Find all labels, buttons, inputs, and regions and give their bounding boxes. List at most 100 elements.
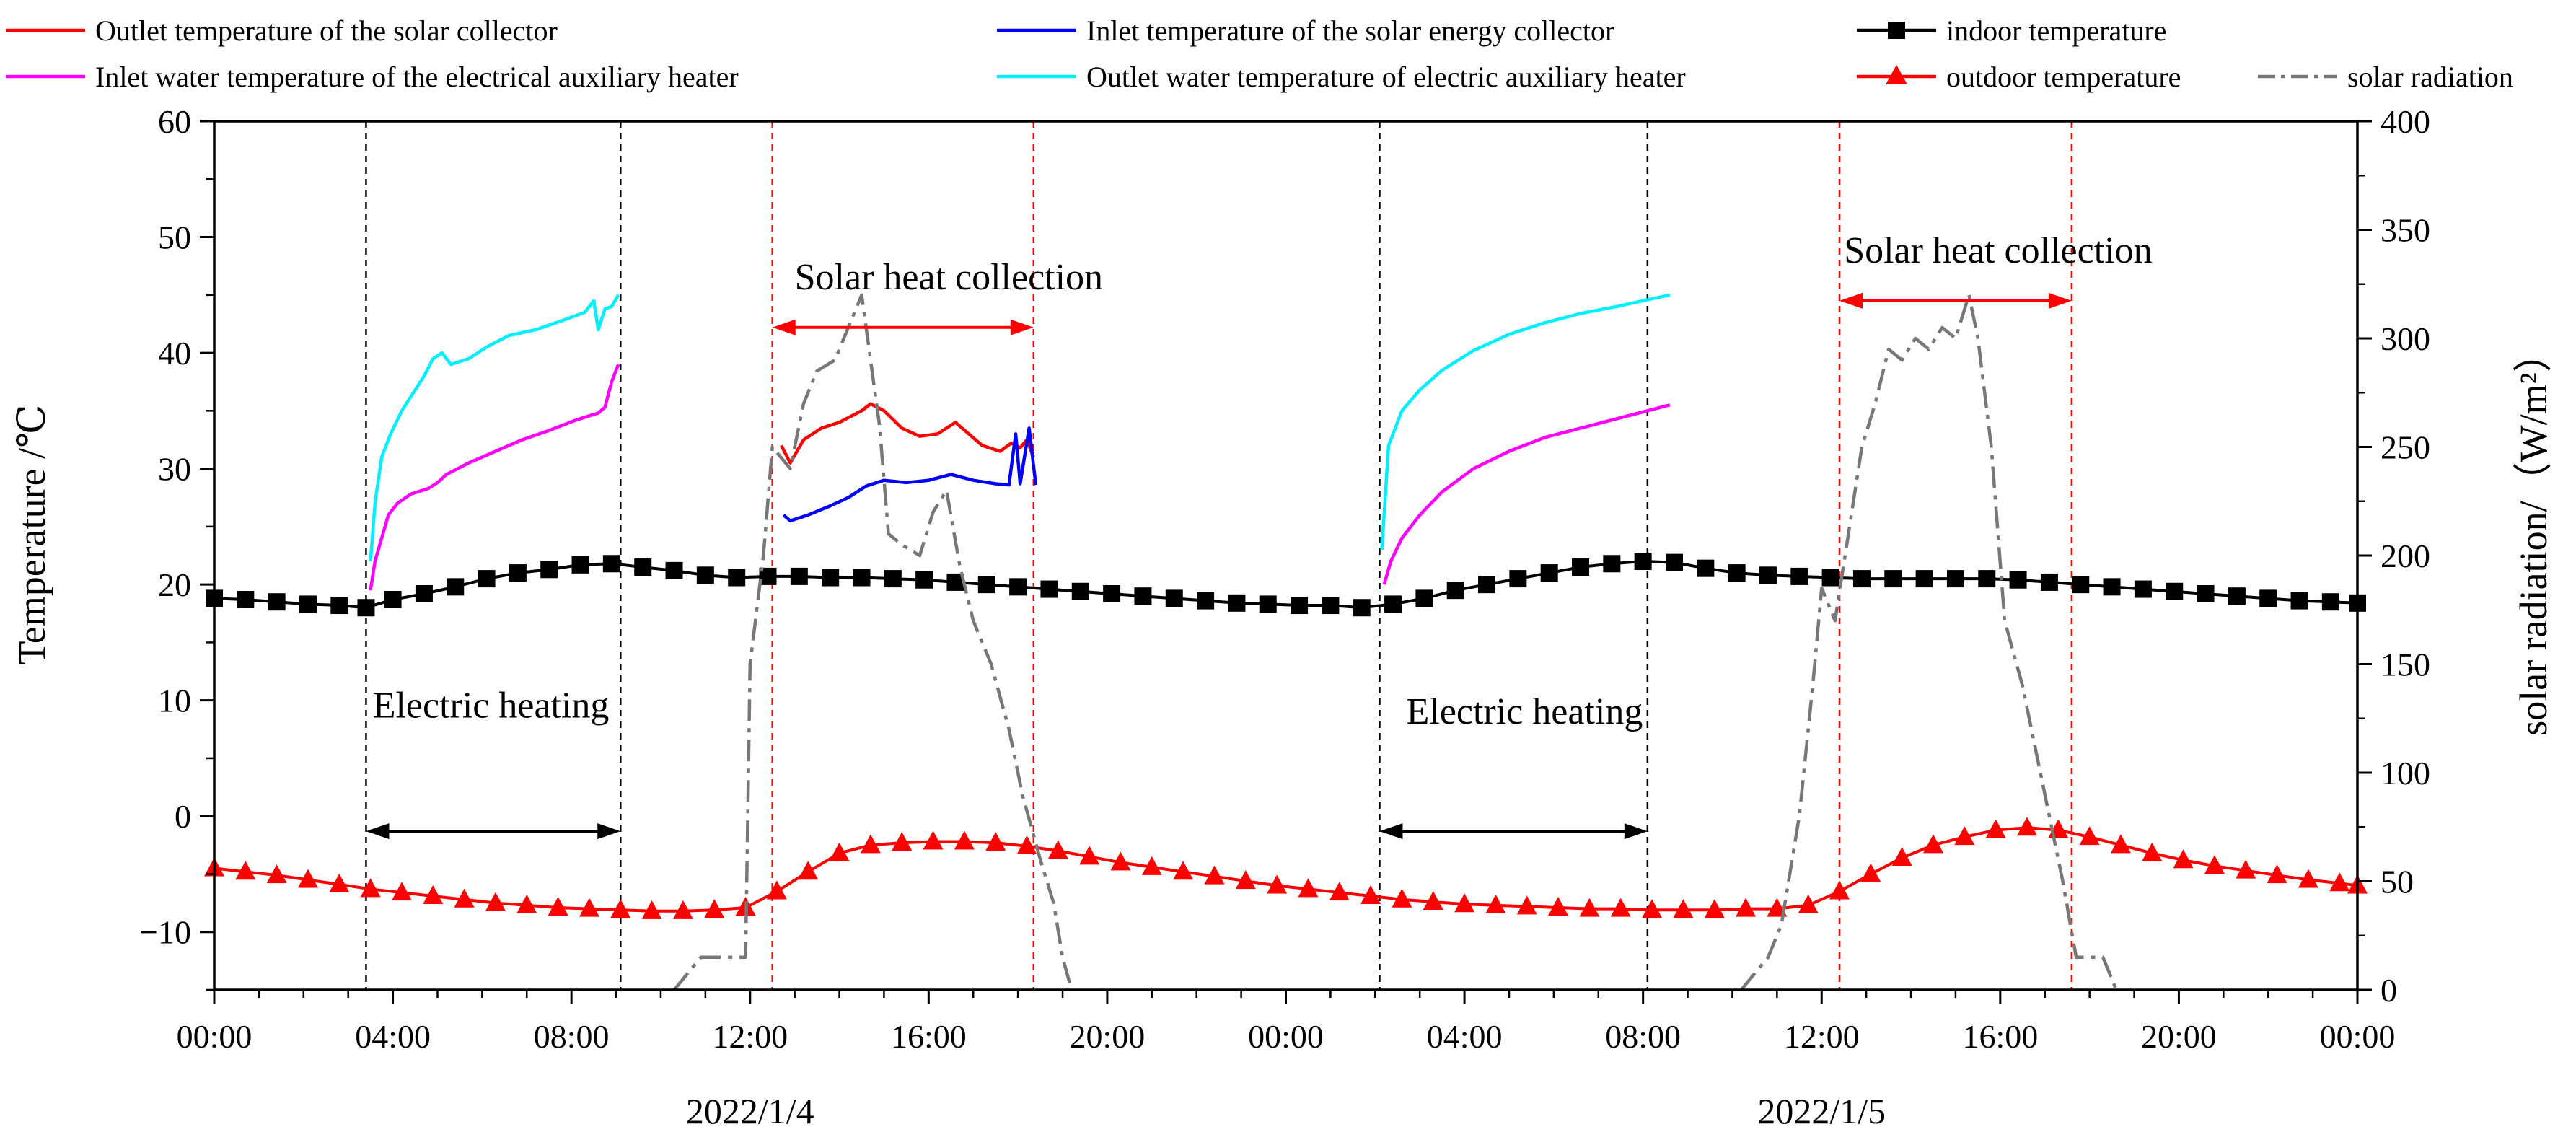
legend-marker-triangle — [1886, 65, 1907, 84]
x-tick-label-1: 00:00 — [177, 1018, 252, 1055]
indoor-marker-60 — [2040, 573, 2058, 591]
indoor-marker-5 — [330, 597, 348, 615]
indoor-marker-9 — [447, 578, 465, 596]
series-1-line — [780, 402, 1035, 465]
indoor-marker-62 — [2103, 578, 2121, 596]
indoor-marker-6 — [357, 599, 375, 617]
outdoor-marker-9 — [454, 888, 475, 908]
outdoor-marker-38 — [1360, 885, 1381, 904]
indoor-marker-28 — [1040, 580, 1058, 598]
x-tick-label-10: 12:00 — [1784, 1018, 1860, 1055]
legend-label: Outlet temperature of the solar collecto… — [95, 14, 558, 47]
y-left-tick-label-8: 60 — [158, 103, 191, 140]
indoor-marker-11 — [509, 564, 527, 582]
outdoor-marker-21 — [829, 842, 850, 861]
x-tick-label-7: 00:00 — [1248, 1018, 1324, 1055]
indoor-marker-67 — [2259, 589, 2277, 607]
outdoor-marker-42 — [1485, 894, 1506, 913]
indoor-marker-48 — [1665, 553, 1683, 571]
legend-label: indoor temperature — [1946, 14, 2166, 47]
outdoor-marker-25 — [954, 830, 975, 850]
outdoor-marker-33 — [1204, 865, 1225, 885]
outdoor-marker-31 — [1141, 856, 1162, 875]
legend-entry-6: outdoor temperature — [1857, 61, 2181, 93]
outdoor-marker-19 — [766, 880, 787, 900]
legend: Outlet temperature of the solar collecto… — [6, 14, 2513, 93]
outdoor-marker-58 — [1985, 819, 2006, 838]
outdoor-marker-3 — [266, 864, 287, 884]
outdoor-marker-5 — [329, 873, 350, 892]
indoor-marker-3 — [268, 593, 286, 611]
annotation-arrow-right-head — [1624, 823, 1648, 840]
series-1 — [780, 402, 1035, 465]
indoor-marker-26 — [977, 576, 995, 594]
indoor-marker-56 — [1915, 570, 1933, 588]
annotation-arrow-right-head — [1010, 319, 1034, 335]
annotation-text: Electric heating — [373, 685, 610, 727]
indoor-marker-27 — [1009, 578, 1027, 596]
outdoor-marker-45 — [1579, 898, 1600, 917]
indoor-marker-12 — [540, 561, 558, 579]
indoor-marker-38 — [1353, 599, 1371, 617]
indoor-marker-18 — [728, 569, 746, 587]
outdoor-marker-13 — [579, 898, 599, 917]
indoor-marker-51 — [1759, 566, 1777, 584]
x-tick-label-4: 12:00 — [712, 1018, 788, 1055]
outdoor-marker-53 — [1829, 880, 1850, 900]
outdoor-marker-61 — [2079, 826, 2100, 846]
outdoor-marker-48 — [1673, 899, 1694, 918]
outdoor-marker-66 — [2236, 859, 2256, 879]
indoor-marker-53 — [1821, 569, 1839, 587]
x-tick-label-3: 08:00 — [534, 1018, 610, 1055]
outdoor-marker-23 — [892, 832, 913, 851]
indoor-marker-36 — [1291, 597, 1309, 615]
outdoor-marker-8 — [423, 885, 444, 904]
x-tick-label-6: 20:00 — [1070, 1018, 1146, 1055]
indoor-marker-45 — [1572, 558, 1590, 576]
series-5 — [369, 293, 1671, 562]
date-label-1: 2022/1/4 — [686, 1091, 814, 1131]
y-axis-right-title: solar radiation/（W/m²） — [2512, 333, 2555, 736]
outdoor-marker-17 — [704, 899, 725, 918]
indoor-marker-32 — [1165, 589, 1183, 607]
outdoor-marker-16 — [672, 900, 693, 919]
series-6-line — [214, 826, 2358, 913]
legend-entry-1: Outlet temperature of the solar collecto… — [6, 14, 558, 47]
legend-entry-3: indoor temperature — [1857, 14, 2166, 47]
indoor-marker-65 — [2197, 584, 2215, 602]
legend-entry-5: Outlet water temperature of electric aux… — [997, 61, 1686, 93]
date-label-2: 2022/1/5 — [1757, 1091, 1886, 1131]
indoor-marker-23 — [884, 570, 902, 588]
y-left-tick-label-7: 50 — [158, 219, 191, 256]
y-right-tick-label-2: 50 — [2381, 864, 2414, 900]
y-right-tick-label-7: 300 — [2381, 320, 2430, 357]
y-right-tick-label-6: 250 — [2381, 429, 2430, 466]
outdoor-marker-10 — [485, 892, 506, 911]
y-right-tick-label-3: 100 — [2381, 755, 2430, 791]
outdoor-marker-69 — [2329, 872, 2350, 892]
indoor-marker-69 — [2321, 593, 2339, 611]
outdoor-marker-14 — [610, 899, 631, 918]
series-7-line — [672, 293, 1073, 991]
outdoor-marker-62 — [2110, 834, 2131, 854]
outdoor-marker-52 — [1798, 894, 1819, 913]
indoor-marker-55 — [1884, 570, 1902, 588]
outdoor-marker-50 — [1736, 898, 1757, 917]
indoor-marker-29 — [1071, 582, 1089, 600]
series-6 — [204, 817, 2368, 919]
indoor-marker-13 — [571, 556, 589, 574]
indoor-marker-17 — [696, 566, 714, 584]
outdoor-marker-56 — [1922, 834, 1943, 854]
outdoor-marker-43 — [1516, 895, 1537, 915]
series-2-line — [782, 426, 1038, 523]
legend-label: Inlet temperature of the solar energy co… — [1086, 14, 1614, 47]
indoor-marker-43 — [1509, 570, 1527, 588]
outdoor-marker-55 — [1891, 846, 1912, 866]
outdoor-marker-41 — [1454, 893, 1475, 913]
legend-entry-2: Inlet temperature of the solar energy co… — [997, 14, 1614, 47]
outdoor-marker-46 — [1610, 898, 1631, 917]
x-tick-label-11: 16:00 — [1962, 1018, 2038, 1055]
outdoor-marker-47 — [1642, 899, 1663, 918]
annotation-3: Electric heating — [366, 685, 621, 840]
